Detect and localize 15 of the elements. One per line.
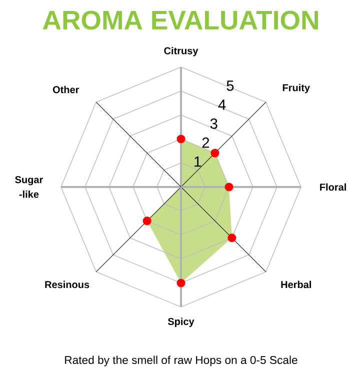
y-tick-label: 4 bbox=[218, 100, 226, 110]
spoke-label: Sugar -like bbox=[15, 176, 43, 198]
y-tick-label: 1 bbox=[194, 156, 201, 167]
text: Rated by the smell of raw Hops on a 0-5 Scale bbox=[65, 356, 298, 366]
spoke-label: Resinous bbox=[45, 280, 90, 288]
y-tick-label: 2 bbox=[202, 137, 210, 148]
spoke-label: Floral bbox=[320, 183, 346, 191]
y-tick-label: 5 bbox=[226, 80, 234, 91]
spoke-label: Spicy bbox=[168, 318, 194, 328]
spoke-label: Citrusy bbox=[164, 46, 198, 56]
spoke-label: Other bbox=[52, 86, 80, 94]
spoke-label: Fruity bbox=[282, 84, 310, 94]
chart-title: AROMA EVALUATION bbox=[42, 10, 318, 30]
y-tick-label: 3 bbox=[210, 118, 218, 129]
spoke-label: Herbal bbox=[281, 280, 311, 288]
